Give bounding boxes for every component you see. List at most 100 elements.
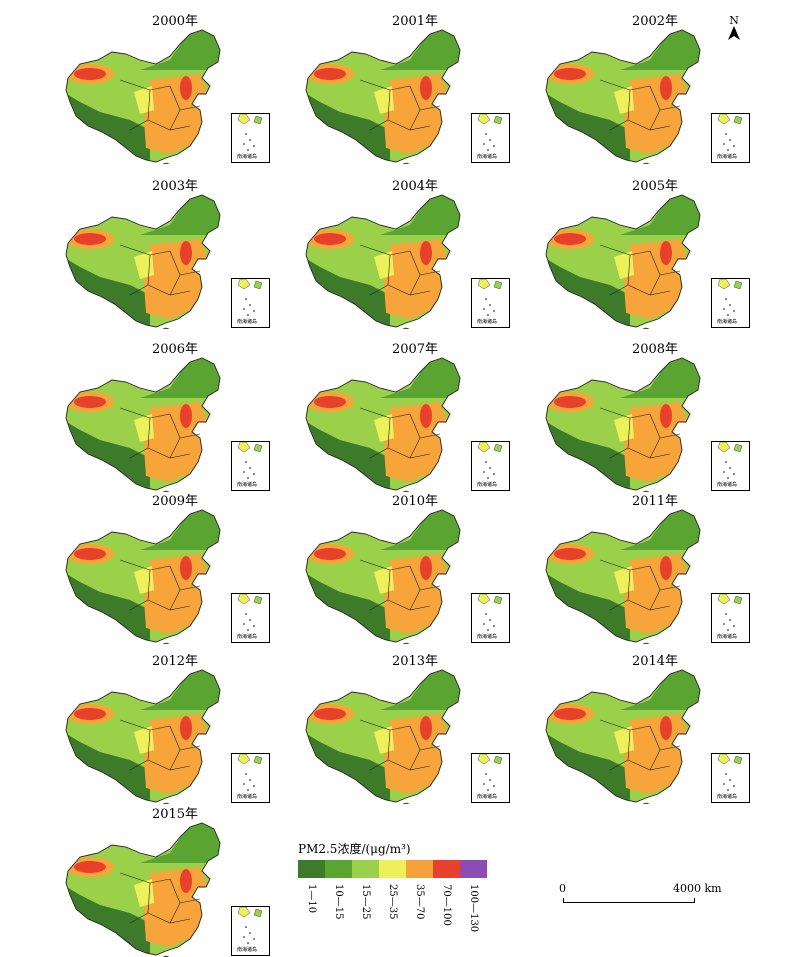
scale-bar-line xyxy=(563,898,695,903)
china-map xyxy=(65,822,221,957)
legend-class-label: 15—25 xyxy=(360,884,371,920)
inset-label: 南海诸岛 xyxy=(237,634,258,640)
legend-swatch xyxy=(298,860,325,878)
inset-label: 南海诸岛 xyxy=(237,319,258,325)
year-label: 2004年 xyxy=(391,179,439,194)
south-china-sea-inset: 南海诸岛 xyxy=(231,593,270,643)
year-label: 2011年 xyxy=(631,494,679,509)
map-panel: 2012年南海诸岛 xyxy=(55,650,295,804)
north-label: N xyxy=(729,14,739,27)
china-map xyxy=(65,669,221,804)
legend-swatch xyxy=(352,860,379,878)
inset-label: 南海诸岛 xyxy=(237,794,258,800)
inset-label: 南海诸岛 xyxy=(717,319,738,325)
inset-islands-icon xyxy=(477,594,503,631)
china-map xyxy=(305,194,461,329)
map-panel: 2002年 南海诸岛 xyxy=(535,10,775,164)
legend-class-label: 70—100 xyxy=(441,884,452,926)
map-panel: 2013年南海诸岛 xyxy=(295,650,535,804)
map-panel: 2014年南海诸岛 xyxy=(535,650,775,804)
map-panel: 2015年南海诸岛 xyxy=(55,803,295,957)
inset-label: 南海诸岛 xyxy=(237,154,258,160)
south-china-sea-inset: 南海诸岛 xyxy=(231,906,270,956)
year-label: 2001年 xyxy=(391,14,439,29)
south-china-sea-inset: 南海诸岛 xyxy=(711,753,750,803)
china-map xyxy=(305,669,461,804)
year-label: 2008年 xyxy=(631,342,679,357)
inset-label: 南海诸岛 xyxy=(477,482,498,488)
inset-label: 南海诸岛 xyxy=(717,154,738,160)
inset-islands-icon xyxy=(237,442,263,479)
map-panel: 2010年南海诸岛 xyxy=(295,490,535,644)
year-label: 2003年 xyxy=(151,179,199,194)
china-map xyxy=(305,509,461,644)
legend-swatch xyxy=(325,860,352,878)
map-panel: 2005年南海诸岛 xyxy=(535,175,775,329)
year-label: 2014年 xyxy=(631,654,679,669)
legend-class-label: 10—15 xyxy=(333,884,344,920)
inset-islands-icon xyxy=(717,114,743,151)
inset-islands-icon xyxy=(237,114,263,151)
north-arrow-icon xyxy=(728,26,740,40)
year-label: 2009年 xyxy=(151,494,199,509)
legend-title: PM2.5浓度/(μg/m³) xyxy=(298,842,411,856)
inset-label: 南海诸岛 xyxy=(237,947,258,953)
china-map xyxy=(545,357,701,492)
south-china-sea-inset: 南海诸岛 xyxy=(231,441,270,491)
south-china-sea-inset: 南海诸岛 xyxy=(471,278,510,328)
china-map xyxy=(545,194,701,329)
inset-islands-icon xyxy=(717,442,743,479)
china-map xyxy=(65,29,221,164)
year-label: 2010年 xyxy=(391,494,439,509)
inset-label: 南海诸岛 xyxy=(717,482,738,488)
inset-label: 南海诸岛 xyxy=(717,634,738,640)
china-map xyxy=(65,194,221,329)
south-china-sea-inset: 南海诸岛 xyxy=(471,753,510,803)
south-china-sea-inset: 南海诸岛 xyxy=(231,113,270,163)
map-panel: 2006年南海诸岛 xyxy=(55,338,295,492)
map-panel: 2003年南海诸岛 xyxy=(55,175,295,329)
map-panel: 2001年南海诸岛 xyxy=(295,10,535,164)
legend-class-label: 100—130 xyxy=(468,884,479,933)
inset-islands-icon xyxy=(477,442,503,479)
scale-bar: 0 4000 km xyxy=(555,882,722,912)
north-arrow: N xyxy=(724,14,744,44)
china-map xyxy=(545,509,701,644)
year-label: 2000年 xyxy=(151,14,199,29)
south-china-sea-inset: 南海诸岛 xyxy=(471,593,510,643)
inset-islands-icon xyxy=(477,279,503,316)
year-label: 2007年 xyxy=(391,342,439,357)
south-china-sea-inset: 南海诸岛 xyxy=(231,278,270,328)
scale-end-label: 4000 km xyxy=(673,882,722,895)
south-china-sea-inset: 南海诸岛 xyxy=(471,113,510,163)
map-panel: 2000年南海诸岛 xyxy=(55,10,295,164)
inset-islands-icon xyxy=(237,907,263,944)
legend-class-label: 25—35 xyxy=(387,884,398,920)
year-label: 2006年 xyxy=(151,342,199,357)
legend-class-label: 1—10 xyxy=(306,884,317,914)
south-china-sea-inset: 南海诸岛 xyxy=(711,278,750,328)
legend-swatch xyxy=(406,860,433,878)
legend-swatch xyxy=(460,860,487,878)
inset-islands-icon xyxy=(237,279,263,316)
china-map xyxy=(65,509,221,644)
china-map xyxy=(545,669,701,804)
inset-label: 南海诸岛 xyxy=(477,634,498,640)
legend-swatches xyxy=(298,860,487,878)
south-china-sea-inset: 南海诸岛 xyxy=(231,753,270,803)
inset-islands-icon xyxy=(717,279,743,316)
year-label: 2005年 xyxy=(631,179,679,194)
legend-labels: 1—10 10—15 15—25 25—35 35—70 70—100 100—130 xyxy=(298,884,487,944)
map-panel: 2007年南海诸岛 xyxy=(295,338,535,492)
year-label: 2015年 xyxy=(151,807,199,822)
scale-start-label: 0 xyxy=(559,882,566,895)
china-map xyxy=(305,357,461,492)
legend: PM2.5浓度/(μg/m³) 1—10 10—15 15—25 25—35 35—70… xyxy=(296,840,506,950)
inset-islands-icon xyxy=(717,594,743,631)
inset-label: 南海诸岛 xyxy=(477,154,498,160)
map-panel: 2009年南海诸岛 xyxy=(55,490,295,644)
year-label: 2013年 xyxy=(391,654,439,669)
year-label: 2012年 xyxy=(151,654,199,669)
china-map xyxy=(305,29,461,164)
china-map xyxy=(65,357,221,492)
